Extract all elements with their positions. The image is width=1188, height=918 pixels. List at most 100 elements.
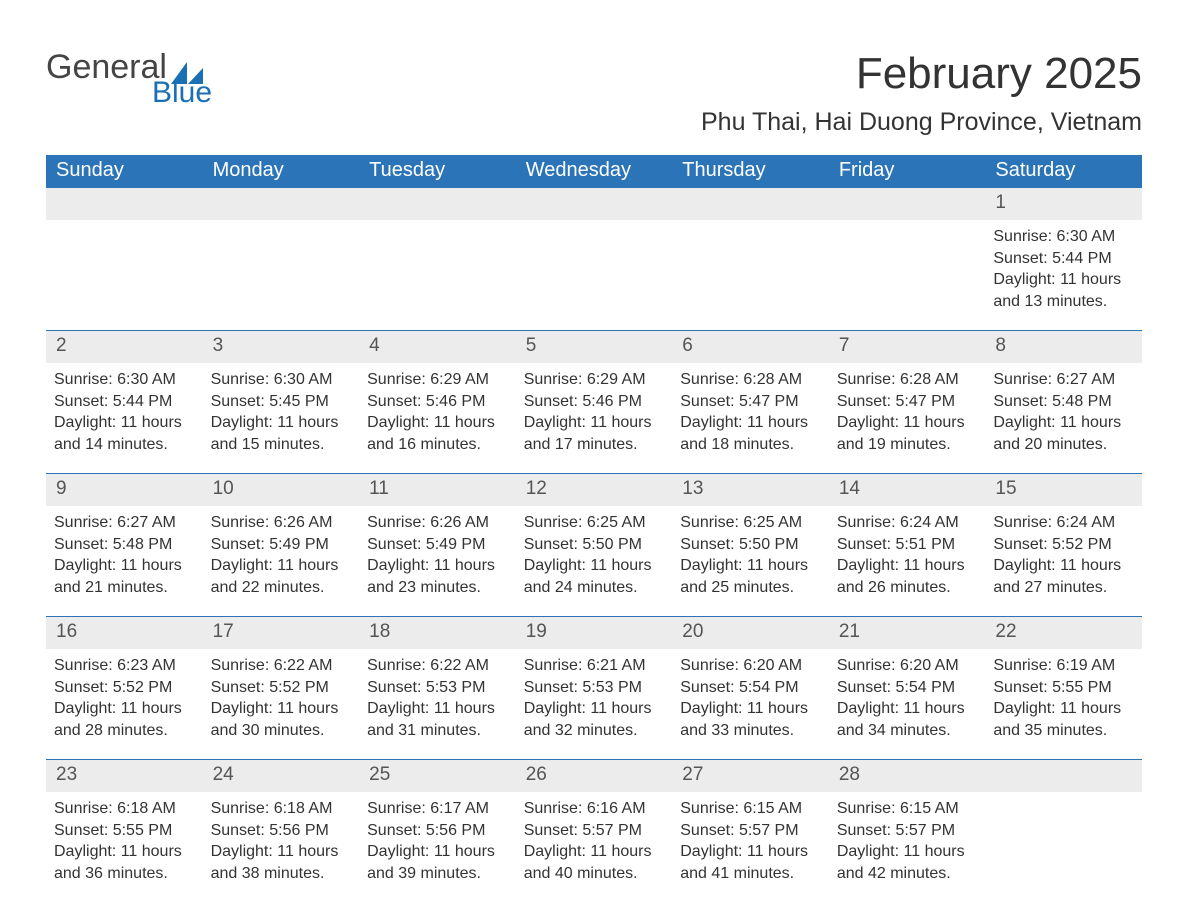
daylight-text: Daylight: 11 hours and 39 minutes. (367, 841, 508, 884)
sunrise-text: Sunrise: 6:30 AM (54, 369, 195, 391)
sunrise-text: Sunrise: 6:30 AM (211, 369, 352, 391)
day-cell: Sunrise: 6:18 AMSunset: 5:56 PMDaylight:… (203, 792, 360, 902)
day-cell (985, 792, 1142, 902)
detail-row: Sunrise: 6:27 AMSunset: 5:48 PMDaylight:… (46, 506, 1142, 617)
day-cell: Sunrise: 6:19 AMSunset: 5:55 PMDaylight:… (985, 649, 1142, 760)
col-thursday: Thursday (672, 155, 829, 188)
day-header-row: Sunday Monday Tuesday Wednesday Thursday… (46, 155, 1142, 188)
daylight-text: Daylight: 11 hours and 31 minutes. (367, 698, 508, 741)
day-cell: Sunrise: 6:22 AMSunset: 5:53 PMDaylight:… (359, 649, 516, 760)
sunrise-text: Sunrise: 6:16 AM (524, 798, 665, 820)
sunset-text: Sunset: 5:48 PM (993, 391, 1134, 413)
daylight-text: Daylight: 11 hours and 17 minutes. (524, 412, 665, 455)
day-number (672, 188, 829, 220)
sunset-text: Sunset: 5:51 PM (837, 534, 978, 556)
detail-row: Sunrise: 6:30 AMSunset: 5:44 PMDaylight:… (46, 220, 1142, 331)
day-cell: Sunrise: 6:18 AMSunset: 5:55 PMDaylight:… (46, 792, 203, 902)
daylight-text: Daylight: 11 hours and 28 minutes. (54, 698, 195, 741)
sunset-text: Sunset: 5:53 PM (524, 677, 665, 699)
day-cell: Sunrise: 6:27 AMSunset: 5:48 PMDaylight:… (46, 506, 203, 617)
daylight-text: Daylight: 11 hours and 35 minutes. (993, 698, 1134, 741)
day-number: 17 (203, 617, 360, 649)
day-number: 12 (516, 474, 673, 506)
daynum-row: 16171819202122 (46, 617, 1142, 649)
day-cell (203, 220, 360, 331)
sunset-text: Sunset: 5:49 PM (211, 534, 352, 556)
sunset-text: Sunset: 5:52 PM (54, 677, 195, 699)
sunrise-text: Sunrise: 6:26 AM (367, 512, 508, 534)
sunset-text: Sunset: 5:53 PM (367, 677, 508, 699)
sunrise-text: Sunrise: 6:15 AM (680, 798, 821, 820)
day-number: 23 (46, 760, 203, 792)
day-number: 24 (203, 760, 360, 792)
col-saturday: Saturday (985, 155, 1142, 188)
sunset-text: Sunset: 5:49 PM (367, 534, 508, 556)
sunrise-text: Sunrise: 6:22 AM (367, 655, 508, 677)
daylight-text: Daylight: 11 hours and 40 minutes. (524, 841, 665, 884)
sunset-text: Sunset: 5:57 PM (680, 820, 821, 842)
day-number: 14 (829, 474, 986, 506)
day-number: 18 (359, 617, 516, 649)
daylight-text: Daylight: 11 hours and 24 minutes. (524, 555, 665, 598)
col-monday: Monday (203, 155, 360, 188)
sunset-text: Sunset: 5:44 PM (54, 391, 195, 413)
sunrise-text: Sunrise: 6:25 AM (524, 512, 665, 534)
sunrise-text: Sunrise: 6:20 AM (680, 655, 821, 677)
daynum-row: 2345678 (46, 331, 1142, 363)
day-cell: Sunrise: 6:28 AMSunset: 5:47 PMDaylight:… (829, 363, 986, 474)
day-number: 28 (829, 760, 986, 792)
day-cell: Sunrise: 6:21 AMSunset: 5:53 PMDaylight:… (516, 649, 673, 760)
day-cell: Sunrise: 6:26 AMSunset: 5:49 PMDaylight:… (203, 506, 360, 617)
day-cell: Sunrise: 6:30 AMSunset: 5:44 PMDaylight:… (46, 363, 203, 474)
sunset-text: Sunset: 5:50 PM (680, 534, 821, 556)
sunrise-text: Sunrise: 6:26 AM (211, 512, 352, 534)
day-number: 15 (985, 474, 1142, 506)
sunset-text: Sunset: 5:54 PM (837, 677, 978, 699)
day-number (516, 188, 673, 220)
daylight-text: Daylight: 11 hours and 18 minutes. (680, 412, 821, 455)
day-number (829, 188, 986, 220)
daylight-text: Daylight: 11 hours and 20 minutes. (993, 412, 1134, 455)
title-block: February 2025 Phu Thai, Hai Duong Provin… (701, 50, 1142, 137)
day-number: 11 (359, 474, 516, 506)
sunset-text: Sunset: 5:47 PM (680, 391, 821, 413)
sunrise-text: Sunrise: 6:17 AM (367, 798, 508, 820)
day-number: 5 (516, 331, 673, 363)
sunrise-text: Sunrise: 6:24 AM (993, 512, 1134, 534)
daylight-text: Daylight: 11 hours and 16 minutes. (367, 412, 508, 455)
day-number: 3 (203, 331, 360, 363)
day-cell: Sunrise: 6:16 AMSunset: 5:57 PMDaylight:… (516, 792, 673, 902)
day-cell: Sunrise: 6:25 AMSunset: 5:50 PMDaylight:… (516, 506, 673, 617)
col-wednesday: Wednesday (516, 155, 673, 188)
sunrise-text: Sunrise: 6:18 AM (211, 798, 352, 820)
day-number: 27 (672, 760, 829, 792)
day-number: 9 (46, 474, 203, 506)
day-cell: Sunrise: 6:29 AMSunset: 5:46 PMDaylight:… (516, 363, 673, 474)
daynum-row: 232425262728 (46, 760, 1142, 792)
sunrise-text: Sunrise: 6:27 AM (54, 512, 195, 534)
day-number: 13 (672, 474, 829, 506)
sunset-text: Sunset: 5:55 PM (993, 677, 1134, 699)
daylight-text: Daylight: 11 hours and 38 minutes. (211, 841, 352, 884)
day-cell: Sunrise: 6:20 AMSunset: 5:54 PMDaylight:… (672, 649, 829, 760)
sunset-text: Sunset: 5:45 PM (211, 391, 352, 413)
day-cell: Sunrise: 6:17 AMSunset: 5:56 PMDaylight:… (359, 792, 516, 902)
day-number (203, 188, 360, 220)
day-cell: Sunrise: 6:25 AMSunset: 5:50 PMDaylight:… (672, 506, 829, 617)
daylight-text: Daylight: 11 hours and 22 minutes. (211, 555, 352, 598)
daynum-row: 9101112131415 (46, 474, 1142, 506)
sunrise-text: Sunrise: 6:24 AM (837, 512, 978, 534)
sunrise-text: Sunrise: 6:19 AM (993, 655, 1134, 677)
day-number: 21 (829, 617, 986, 649)
day-cell: Sunrise: 6:28 AMSunset: 5:47 PMDaylight:… (672, 363, 829, 474)
daylight-text: Daylight: 11 hours and 15 minutes. (211, 412, 352, 455)
sunset-text: Sunset: 5:56 PM (367, 820, 508, 842)
sunrise-text: Sunrise: 6:20 AM (837, 655, 978, 677)
day-cell: Sunrise: 6:15 AMSunset: 5:57 PMDaylight:… (672, 792, 829, 902)
day-number: 10 (203, 474, 360, 506)
sunrise-text: Sunrise: 6:23 AM (54, 655, 195, 677)
daylight-text: Daylight: 11 hours and 19 minutes. (837, 412, 978, 455)
day-number (46, 188, 203, 220)
day-cell (516, 220, 673, 331)
daylight-text: Daylight: 11 hours and 14 minutes. (54, 412, 195, 455)
